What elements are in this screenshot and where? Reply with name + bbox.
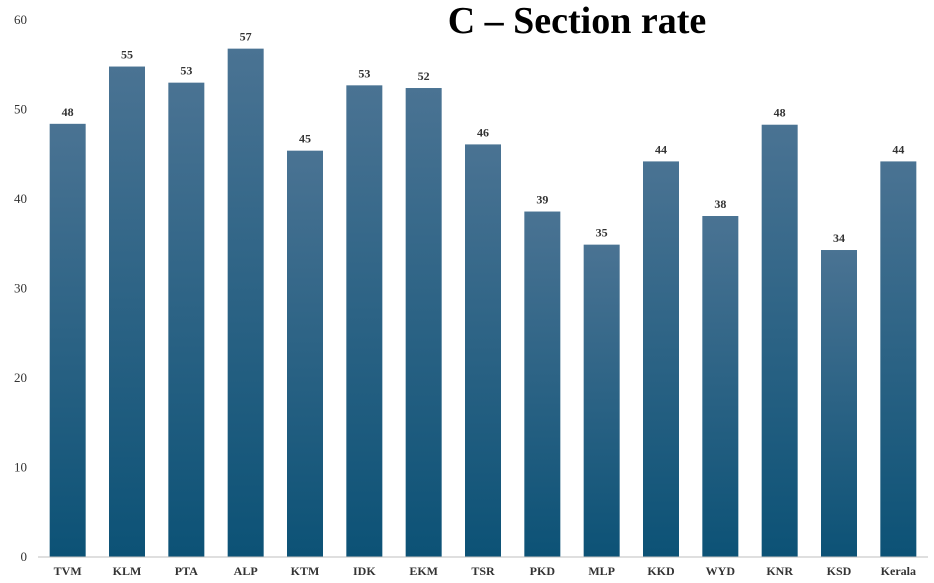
x-tick-label-klm: KLM <box>113 564 142 578</box>
data-label-mlp: 35 <box>596 226 608 240</box>
bar-kerala <box>880 161 917 557</box>
data-label-ekm: 52 <box>418 69 430 83</box>
bar-ekm <box>405 88 442 558</box>
y-tick-label: 40 <box>14 191 27 206</box>
bar-pta <box>168 82 205 558</box>
bar-ksd <box>821 250 857 557</box>
data-label-tvm: 48 <box>62 105 74 119</box>
chart-title: C – Section rate <box>448 0 707 42</box>
bar-ktm <box>287 150 323 558</box>
data-label-klm: 55 <box>121 48 133 62</box>
data-label-pkd: 39 <box>536 193 548 207</box>
y-tick-label: 10 <box>14 460 27 475</box>
x-tick-label-pta: PTA <box>175 564 198 578</box>
bar-tsr <box>465 144 501 557</box>
x-tick-label-tsr: TSR <box>471 564 495 578</box>
bars-group: 48 55 53 57 45 53 52 46 39 35 44 38 48 34 44 <box>49 30 917 558</box>
data-label-kerala: 44 <box>892 142 904 156</box>
data-label-ksd: 34 <box>833 231 845 245</box>
data-label-wyd: 38 <box>714 197 726 211</box>
y-tick-label: 0 <box>21 549 28 564</box>
x-tick-label-kerala: Kerala <box>881 564 916 578</box>
data-label-kkd: 44 <box>655 142 667 156</box>
bar-pkd <box>524 211 561 557</box>
bar-knr <box>761 124 798 557</box>
bar-idk <box>346 85 383 558</box>
y-tick-label: 50 <box>14 102 27 117</box>
x-tick-label-ekm: EKM <box>409 564 438 578</box>
x-tick-label-ksd: KSD <box>827 564 852 578</box>
bar-tvm <box>49 123 86 557</box>
bar-klm <box>109 66 145 557</box>
x-tick-label-wyd: WYD <box>706 564 736 578</box>
data-label-knr: 48 <box>774 106 786 120</box>
x-tick-label-kkd: KKD <box>647 564 675 578</box>
data-label-idk: 53 <box>358 66 370 80</box>
x-tick-label-knr: KNR <box>766 564 793 578</box>
bar-alp <box>227 48 264 557</box>
data-label-alp: 57 <box>240 30 252 44</box>
bar-mlp <box>583 244 620 557</box>
x-tick-label-idk: IDK <box>353 564 376 578</box>
x-tick-label-mlp: MLP <box>588 564 615 578</box>
x-tick-label-alp: ALP <box>234 564 258 578</box>
data-label-pta: 53 <box>180 64 192 78</box>
bar-wyd <box>702 216 739 557</box>
bar-kkd <box>643 161 679 557</box>
x-tick-label-pkd: PKD <box>530 564 556 578</box>
y-tick-label: 20 <box>14 370 27 385</box>
x-tick-label-tvm: TVM <box>54 564 82 578</box>
data-label-tsr: 46 <box>477 125 489 139</box>
x-tick-label-ktm: KTM <box>291 564 320 578</box>
data-label-ktm: 45 <box>299 132 311 146</box>
y-tick-label: 30 <box>14 281 27 296</box>
x-axis: TVM KLM PTA ALP KTM IDK EKM TSR PKD MLP KKD WYD KNR K… <box>38 556 928 578</box>
y-tick-label: 60 <box>14 12 27 27</box>
y-axis: 0 10 20 30 40 50 60 <box>14 12 27 564</box>
